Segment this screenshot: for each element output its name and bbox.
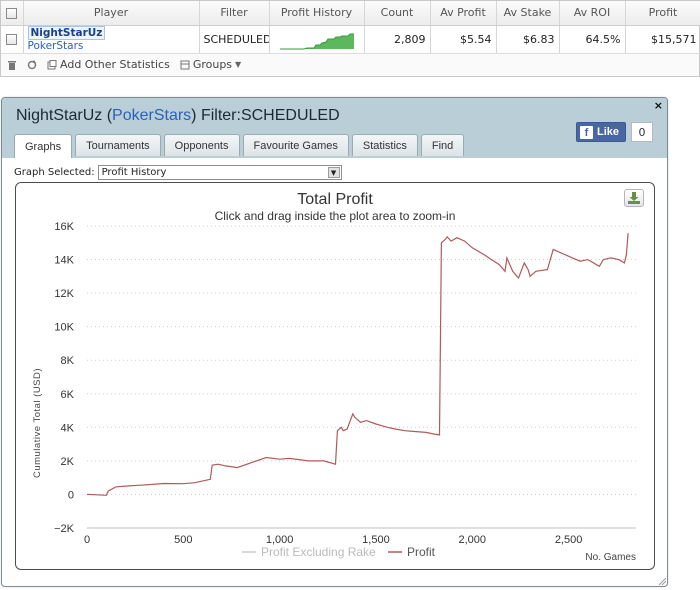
graph-select[interactable]: Profit History ▼ xyxy=(97,165,342,180)
player-site-link[interactable]: PokerStars xyxy=(27,39,84,52)
y-tick-label: 0 xyxy=(68,489,74,501)
table-toolbar: Add Other Statistics Groups ▼ xyxy=(1,53,699,76)
table-row[interactable]: NightStarUz PokerStars SCHEDULED 2,809 $… xyxy=(1,25,700,54)
facebook-like-label: Like xyxy=(596,126,619,138)
export-button[interactable] xyxy=(624,189,644,207)
y-tick-label: 8K xyxy=(61,355,75,367)
tab-graphs[interactable]: Graphs xyxy=(14,134,73,158)
stats-panel: Player Filter Profit History Count Av Pr… xyxy=(0,0,700,77)
profit-sparkline[interactable] xyxy=(274,28,360,50)
facebook-like-widget: f Like 0 xyxy=(575,122,653,142)
delete-button[interactable] xyxy=(7,60,17,70)
close-icon[interactable]: × xyxy=(653,99,663,112)
refresh-button[interactable] xyxy=(27,59,37,70)
chevron-down-icon: ▼ xyxy=(235,60,242,69)
groups-dropdown[interactable]: Groups ▼ xyxy=(180,58,241,71)
tab-statistics[interactable]: Statistics xyxy=(351,134,418,156)
profit-chart[interactable]: −2K 0 2K 4K 6K 8K 10K 12K 14K 16K 0 500 1,000 1,500 2… xyxy=(16,183,654,569)
x-tick-label: 2,000 xyxy=(458,534,486,546)
legend-item-profit[interactable]: Profit xyxy=(407,545,436,559)
dialog-title-filter: ) Filter:SCHEDULED xyxy=(191,107,340,124)
x-tick-label: 2,500 xyxy=(555,534,583,546)
profit-cell: $15,571 xyxy=(625,25,700,54)
select-all-header[interactable] xyxy=(1,1,24,26)
add-other-statistics-label: Add Other Statistics xyxy=(60,58,170,71)
like-count: 0 xyxy=(631,122,653,142)
player-name-link[interactable]: NightStarUz xyxy=(27,25,106,40)
trash-icon xyxy=(8,60,16,70)
filter-cell: SCHEDULED xyxy=(199,25,270,54)
col-header-count[interactable]: Count xyxy=(364,1,431,26)
y-tick-label: 4K xyxy=(61,422,75,434)
tab-favourite-games[interactable]: Favourite Games xyxy=(242,134,349,156)
x-tick-label: 500 xyxy=(174,534,192,546)
download-icon xyxy=(628,192,640,204)
row-select-cell[interactable] xyxy=(1,25,24,54)
groups-label: Groups xyxy=(192,58,233,71)
x-tick-label: 0 xyxy=(84,534,90,546)
graph-select-row: Graph Selected: Profit History ▼ xyxy=(14,165,342,180)
av-stake-cell: $6.83 xyxy=(496,25,560,54)
tab-tournaments[interactable]: Tournaments xyxy=(75,134,161,156)
table-header-row: Player Filter Profit History Count Av Pr… xyxy=(1,1,700,26)
col-header-av-profit[interactable]: Av Profit xyxy=(430,1,497,26)
count-cell: 2,809 xyxy=(364,25,431,54)
y-tick-label: 16K xyxy=(54,221,74,233)
x-tick-label: 1,000 xyxy=(266,534,294,546)
x-axis-label: No. Games xyxy=(585,552,636,563)
col-header-av-stake[interactable]: Av Stake xyxy=(496,1,560,26)
col-header-av-roi[interactable]: Av ROI xyxy=(559,1,626,26)
graph-selected-label: Graph Selected: xyxy=(14,167,95,178)
profit-history-cell[interactable] xyxy=(269,25,365,54)
col-header-profit-history[interactable]: Profit History xyxy=(269,1,365,26)
y-tick-label: 14K xyxy=(54,255,74,267)
y-tick-label: −2K xyxy=(54,523,75,535)
resize-grip-icon[interactable] xyxy=(657,576,667,586)
select-all-checkbox[interactable] xyxy=(6,7,18,19)
series-profit-line xyxy=(86,233,629,496)
col-header-profit[interactable]: Profit xyxy=(625,1,700,26)
dialog-tabs: Graphs Tournaments Opponents Favourite G… xyxy=(14,134,465,158)
dialog-title: NightStarUz (PokerStars) Filter:SCHEDULE… xyxy=(16,107,340,125)
player-dialog: NightStarUz (PokerStars) Filter:SCHEDULE… xyxy=(1,97,668,587)
chart-subtitle: Click and drag inside the plot area to z… xyxy=(215,209,456,223)
x-axis-ticks: 0 500 1,000 1,500 2,000 2,500 xyxy=(84,534,582,546)
col-header-player[interactable]: Player xyxy=(23,1,200,26)
av-profit-cell: $5.54 xyxy=(430,25,497,54)
y-axis-label: Cumulative Total (USD) xyxy=(32,368,43,478)
row-checkbox[interactable] xyxy=(6,34,18,45)
dialog-header: NightStarUz (PokerStars) Filter:SCHEDULE… xyxy=(2,98,667,158)
dialog-title-name: NightStarUz ( xyxy=(16,107,113,124)
legend-item-profit-excluding-rake[interactable]: Profit Excluding Rake xyxy=(261,545,376,559)
add-other-statistics-button[interactable]: Add Other Statistics xyxy=(47,58,170,71)
dialog-title-site[interactable]: PokerStars xyxy=(112,107,192,124)
y-axis-ticks: −2K 0 2K 4K 6K 8K 10K 12K 14K 16K xyxy=(54,221,75,535)
chart-title: Total Profit xyxy=(297,191,373,208)
facebook-icon: f xyxy=(579,125,593,139)
col-header-filter[interactable]: Filter xyxy=(199,1,270,26)
y-tick-label: 10K xyxy=(54,322,74,334)
y-tick-label: 2K xyxy=(61,456,75,468)
chart-container: −2K 0 2K 4K 6K 8K 10K 12K 14K 16K 0 500 1,000 1,500 2… xyxy=(15,182,655,570)
facebook-like-button[interactable]: f Like xyxy=(575,122,626,142)
chart-grid xyxy=(87,225,636,529)
y-tick-label: 6K xyxy=(61,389,75,401)
graph-select-value: Profit History xyxy=(101,167,167,178)
tab-opponents[interactable]: Opponents xyxy=(163,134,240,156)
player-cell[interactable]: NightStarUz PokerStars xyxy=(23,25,200,54)
x-tick-label: 1,500 xyxy=(362,534,390,546)
tab-find[interactable]: Find xyxy=(420,134,465,156)
add-stats-icon xyxy=(47,59,57,69)
refresh-icon xyxy=(27,59,37,69)
chart-legend: Profit Excluding Rake Profit xyxy=(242,545,436,559)
y-tick-label: 12K xyxy=(54,288,74,300)
chevron-down-icon[interactable]: ▼ xyxy=(327,167,340,178)
av-roi-cell: 64.5% xyxy=(559,25,626,54)
groups-icon xyxy=(180,60,190,69)
stats-table: Player Filter Profit History Count Av Pr… xyxy=(1,1,700,54)
